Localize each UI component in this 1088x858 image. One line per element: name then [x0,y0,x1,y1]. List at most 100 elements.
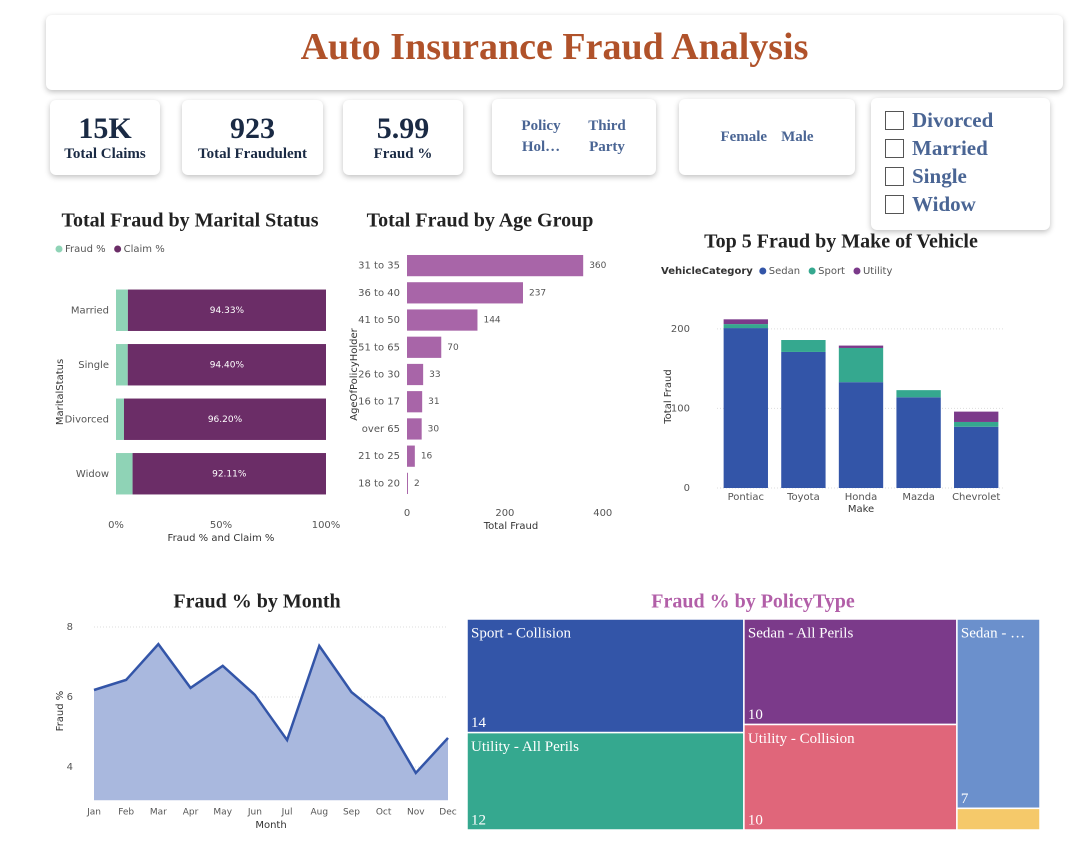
tile-label: Sedan - … [961,625,1025,641]
x-axis-label: Make [848,504,874,515]
treemap-tile [956,618,1041,810]
bar-segment [838,347,884,383]
kpi-label: Total Claims [64,146,146,162]
slicer-item[interactable]: Male [781,128,814,145]
slicer-option[interactable]: Divorced [885,106,1050,134]
chart-title: Top 5 Fraud by Make of Vehicle [704,231,978,253]
y-tick-label: 100 [671,403,690,414]
x-tick-label: May [213,808,232,818]
y-axis-label: AgeOfPolicyHolder [349,327,360,420]
chart-title: Total Fraud by Age Group [367,210,594,232]
legend-marker [114,245,122,253]
dashboard-title: Auto Insurance Fraud Analysis [46,15,1063,90]
x-tick-label: Jun [247,808,262,818]
slicer-item[interactable]: Third Party [588,118,626,155]
treemap-tile [743,723,958,831]
legend-title: VehicleCategory [661,266,753,277]
data-label: 360 [589,261,606,271]
bar-segment [116,344,128,386]
slicer-item: Single [912,163,967,188]
x-tick-label: Aug [310,808,328,818]
checkbox[interactable] [885,138,904,158]
data-label: 144 [483,316,500,326]
legend-label: Claim % [124,244,165,255]
data-label: 31 [428,397,439,407]
tile-label: Utility - Collision [748,731,855,747]
tile-label: Sport - Collision [471,625,572,641]
tile-value: 14 [471,715,487,731]
legend-label: Sedan [769,266,800,277]
x-tick-label: Feb [118,808,134,818]
x-tick-label: Apr [183,808,199,818]
data-label: 237 [529,288,546,298]
bar-segment [127,344,326,386]
marital-slicer: Divorced Married Single Widow [871,98,1050,230]
bar-segment [781,351,826,488]
x-tick-label: Jul [281,808,293,818]
x-tick-label: Honda [845,492,877,503]
kpi-value: 15K [78,112,132,145]
legend-label: Sport [818,266,845,277]
x-tick-label: Nov [407,808,425,818]
x-tick-label: Jan [86,808,101,818]
bar-segment [896,390,941,398]
area-fill [94,644,448,801]
treemap-tile [956,807,1041,831]
data-label: 70 [447,343,459,353]
slicer-option[interactable]: Widow [885,190,1050,218]
x-tick-label: Chevrolet [952,492,1000,503]
y-tick-label: 16 to 17 [358,397,400,408]
checkbox[interactable] [885,194,904,214]
y-tick-label: 6 [67,692,73,703]
data-label: 94.40% [210,360,245,370]
chart-title: Fraud % by Month [173,591,340,613]
slicer-item: Divorced [912,107,994,132]
bar [407,418,422,440]
legend-marker [55,245,63,253]
y-tick-label: 4 [67,762,73,773]
bar-segment [116,453,133,495]
data-label: 2 [414,479,420,489]
slicer-item[interactable]: Female [720,128,768,145]
x-tick-label: 400 [593,508,612,519]
tile-label: Utility - All Perils [471,739,579,755]
y-tick-label: Married [71,305,109,316]
data-label: 16 [421,452,433,462]
x-tick-label: Mar [150,808,167,818]
y-tick-label: over 65 [362,424,400,435]
slicer-item[interactable]: Policy Hol… [521,118,561,155]
y-tick-label: Divorced [65,414,109,425]
y-tick-label: 21 to 25 [358,451,400,462]
bar-segment [838,382,884,488]
chart-title: Total Fraud by Marital Status [61,210,318,232]
x-tick-label: 100% [312,520,341,531]
checkbox[interactable] [885,110,904,130]
data-label: 92.11% [212,469,247,479]
bar [407,445,415,467]
bar-segment [116,398,124,440]
slicer-option[interactable]: Single [885,162,1050,190]
x-tick-label: 50% [210,520,232,531]
x-tick-label: 0 [404,508,410,519]
treemap-tile [466,618,745,734]
x-tick-label: Sep [343,808,360,818]
checkbox[interactable] [885,166,904,186]
bar [407,282,523,304]
slicer-option[interactable]: Married [885,134,1050,162]
bar-segment [954,421,999,427]
bar-segment [896,397,941,488]
bar-segment [132,453,326,495]
y-axis-label: MaritalStatus [55,359,66,425]
kpi-value: 5.99 [376,112,430,145]
chart-title: Fraud % by PolicyType [651,591,855,613]
data-label: 96.20% [208,415,243,425]
bar-segment [123,398,326,440]
bar [407,336,442,358]
bar-segment [838,345,884,348]
tile-value: 7 [961,791,969,807]
treemap-tile [743,618,958,726]
policy-slicer: Policy Hol… Third Party [492,99,656,175]
y-tick-label: Single [78,360,109,371]
